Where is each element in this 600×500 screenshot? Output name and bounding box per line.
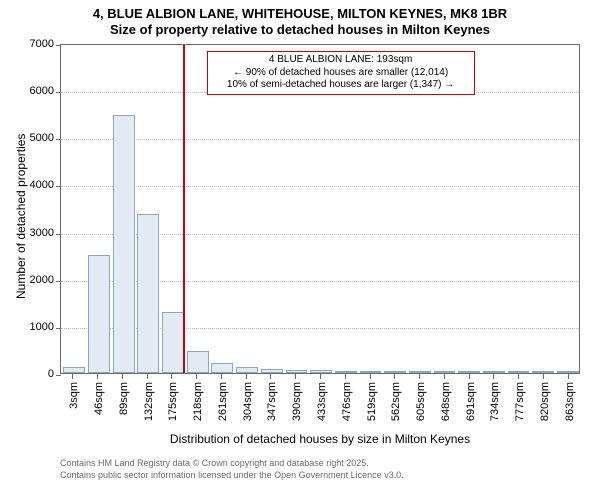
y-tick-label: 0 <box>0 368 54 380</box>
y-tick-label: 5000 <box>0 132 54 144</box>
x-tick-label: 863sqm <box>564 382 576 421</box>
x-tick-label: 261sqm <box>217 382 229 421</box>
footer-line-1: Contains HM Land Registry data © Crown c… <box>60 458 369 468</box>
histogram-bar <box>286 370 308 373</box>
histogram-bar <box>310 370 332 373</box>
x-tick-label: 347sqm <box>266 382 278 421</box>
x-tick-label: 734sqm <box>489 382 501 421</box>
histogram-bar <box>113 115 135 373</box>
histogram-bar <box>162 312 184 373</box>
y-tick-label: 6000 <box>0 85 54 97</box>
histogram-bar <box>384 371 406 373</box>
x-tick-label: 89sqm <box>118 382 130 415</box>
x-tick-label: 691sqm <box>465 382 477 421</box>
chart-subtitle: Size of property relative to detached ho… <box>0 22 600 38</box>
x-tick-label: 390sqm <box>291 382 303 421</box>
x-tick-label: 476sqm <box>341 382 353 421</box>
plot-area: 4 BLUE ALBION LANE: 193sqm ← 90% of deta… <box>60 44 580 374</box>
x-tick-label: 175sqm <box>167 382 179 421</box>
histogram-bar <box>409 371 431 373</box>
y-tick-label: 4000 <box>0 179 54 191</box>
x-tick-label: 3sqm <box>68 382 80 409</box>
x-tick-label: 218sqm <box>192 382 204 421</box>
histogram-bar <box>335 371 357 373</box>
x-tick-label: 433sqm <box>316 382 328 421</box>
histogram-bar <box>236 367 258 373</box>
histogram-bar <box>557 371 579 373</box>
histogram-bar <box>211 363 233 373</box>
x-tick-label: 304sqm <box>242 382 254 421</box>
y-tick-label: 3000 <box>0 227 54 239</box>
property-size-histogram: 4, BLUE ALBION LANE, WHITEHOUSE, MILTON … <box>0 0 600 500</box>
histogram-bar <box>434 371 456 373</box>
reference-line <box>183 45 185 373</box>
histogram-bar <box>483 371 505 373</box>
histogram-bar <box>187 351 209 373</box>
x-tick-label: 46sqm <box>93 382 105 415</box>
histogram-bar <box>137 214 159 373</box>
histogram-bar <box>532 371 554 373</box>
histogram-bar <box>458 371 480 373</box>
annotation-line-2: ← 90% of detached houses are smaller (12… <box>212 67 470 80</box>
histogram-bar <box>508 371 530 373</box>
x-tick-label: 132sqm <box>143 382 155 421</box>
annotation-box: 4 BLUE ALBION LANE: 193sqm ← 90% of deta… <box>207 51 475 95</box>
x-tick-label: 562sqm <box>390 382 402 421</box>
histogram-bar <box>261 369 283 373</box>
x-tick-label: 777sqm <box>514 382 526 421</box>
histogram-bar <box>360 371 382 373</box>
footer-line-2: Contains public sector information licen… <box>60 470 404 480</box>
histogram-bar <box>88 255 110 373</box>
histogram-bar <box>63 367 85 373</box>
x-tick-label: 648sqm <box>440 382 452 421</box>
annotation-line-3: 10% of semi-detached houses are larger (… <box>212 79 470 92</box>
x-axis-label: Distribution of detached houses by size … <box>60 432 580 446</box>
annotation-line-1: 4 BLUE ALBION LANE: 193sqm <box>212 54 470 67</box>
chart-title: 4, BLUE ALBION LANE, WHITEHOUSE, MILTON … <box>0 0 600 22</box>
y-tick-label: 2000 <box>0 274 54 286</box>
x-tick-label: 605sqm <box>415 382 427 421</box>
x-tick-label: 519sqm <box>366 382 378 421</box>
y-tick-label: 1000 <box>0 321 54 333</box>
y-tick-label: 7000 <box>0 38 54 50</box>
x-tick-label: 820sqm <box>539 382 551 421</box>
